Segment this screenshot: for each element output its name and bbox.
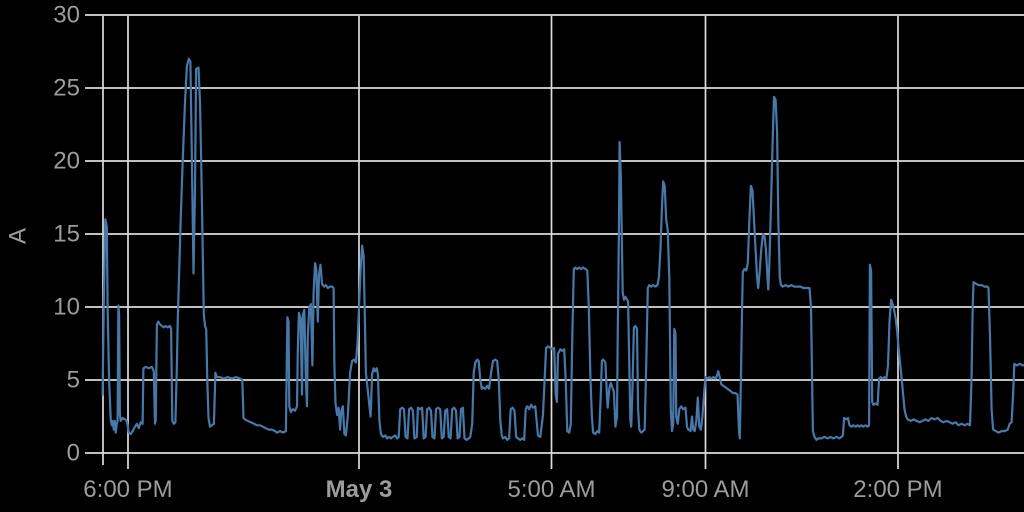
x-tick-label: 9:00 AM (661, 476, 749, 503)
x-tick-label: May 3 (326, 476, 393, 503)
y-tick-label: 10 (53, 294, 80, 321)
y-tick-label: 30 (53, 2, 80, 29)
x-tick-label: 5:00 AM (507, 476, 595, 503)
y-tick-label: 15 (53, 221, 80, 248)
y-axis-title: A (5, 228, 32, 244)
x-tick-label: 6:00 PM (83, 476, 172, 503)
y-tick-label: 5 (67, 367, 80, 394)
y-tick-label: 0 (67, 440, 80, 467)
series-line (101, 57, 1024, 441)
x-tick-label: 2:00 PM (853, 476, 942, 503)
y-tick-label: 20 (53, 148, 80, 175)
y-tick-label: 25 (53, 75, 80, 102)
